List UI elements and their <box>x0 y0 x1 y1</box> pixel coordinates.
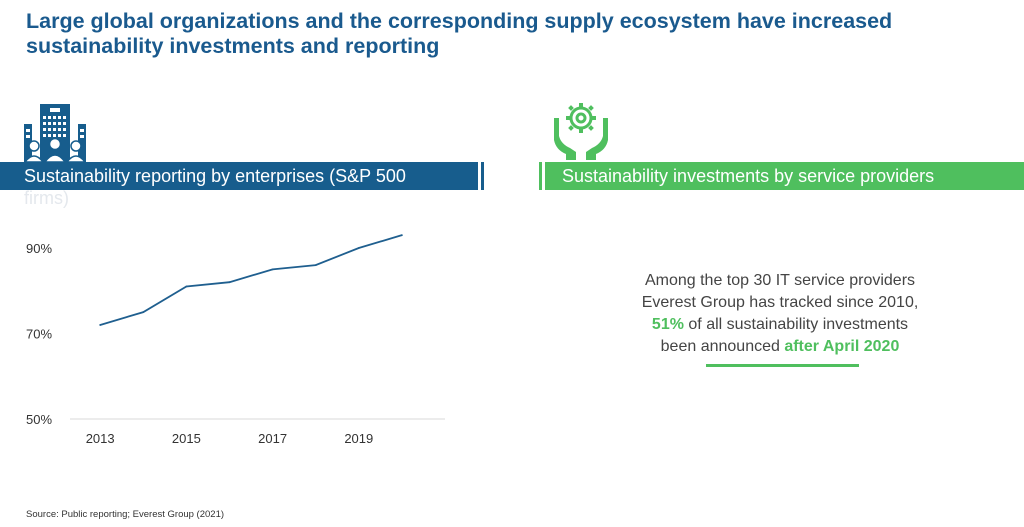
data-point <box>142 311 145 314</box>
callout-line-2: Everest Group has tracked since 2010, <box>641 294 919 311</box>
x-tick-label: 2015 <box>172 431 201 446</box>
page-title: Large global organizations and the corre… <box>26 9 893 58</box>
left-section-header-bar <box>0 162 478 190</box>
hands-gear-icon <box>554 103 608 160</box>
series-line <box>99 234 403 326</box>
x-tick-label: 2017 <box>258 431 287 446</box>
callout-underline <box>706 364 859 367</box>
callout-line-4-text: been announced <box>660 338 785 355</box>
investment-callout: Among the top 30 IT service providers Ev… <box>600 270 960 358</box>
right-header-accent <box>539 162 542 190</box>
data-point <box>185 285 188 288</box>
data-point <box>314 264 317 266</box>
callout-line-1: Among the top 30 IT service providers <box>644 272 916 289</box>
left-section-header: Sustainability reporting by enterprises … <box>24 166 406 186</box>
building-people-icon <box>23 104 87 163</box>
callout-line-4: been announced after April 2020 <box>600 336 960 358</box>
callout-line-3: 51% of all sustainability investments <box>600 314 960 336</box>
right-section-header-bar <box>545 162 1024 190</box>
y-tick-label: 70% <box>26 327 52 342</box>
left-header-accent <box>481 162 484 190</box>
x-tick-label: 2019 <box>344 431 373 446</box>
line-chart: 50% 70% 90% 2013 2015 2017 2019 <box>26 234 445 446</box>
data-point <box>99 324 102 326</box>
data-point <box>228 281 231 284</box>
y-tick-label: 50% <box>26 412 52 427</box>
source-note: Source: Public reporting; Everest Group … <box>26 509 225 520</box>
y-tick-label: 90% <box>26 241 52 256</box>
left-section-header-overflow: firms) <box>24 188 69 208</box>
x-tick-label: 2013 <box>86 431 115 446</box>
callout-date: after April 2020 <box>784 338 900 355</box>
callout-percentage: 51% <box>651 316 684 333</box>
callout-line-3-text: of all sustainability investments <box>683 316 909 333</box>
right-section-header: Sustainability investments by service pr… <box>562 166 935 186</box>
data-point <box>357 247 360 249</box>
data-point <box>271 268 274 271</box>
data-point <box>400 234 403 237</box>
